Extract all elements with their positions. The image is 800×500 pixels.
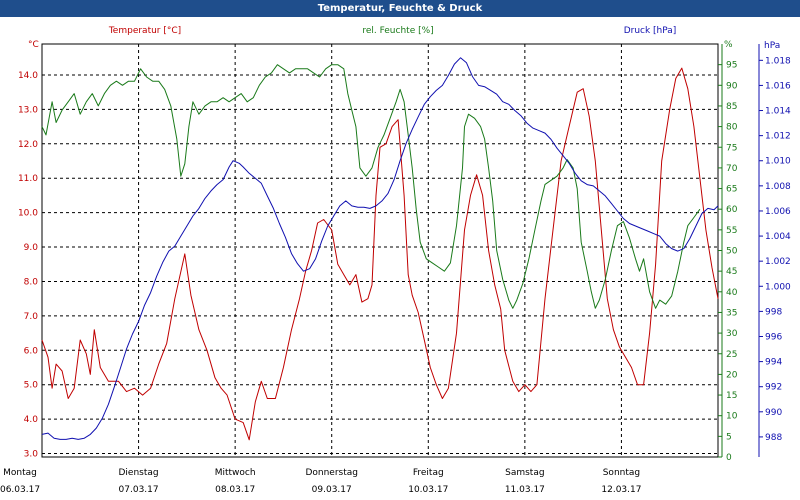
- x-axis-day-name: Montag: [3, 468, 37, 478]
- x-axis-day-name: Dienstag: [119, 468, 159, 478]
- pressure-tick-label: 988: [765, 433, 782, 443]
- x-axis-day-name: Freitag: [413, 468, 444, 478]
- temperature-tick-label: 11.0: [18, 174, 38, 184]
- humidity-tick-label: 65: [726, 185, 737, 195]
- temperature-tick-label: 5.0: [24, 381, 39, 391]
- humidity-tick-label: 60: [726, 205, 738, 215]
- humidity-tick-label: 50: [726, 247, 738, 257]
- legend-pressure: Druck [hPa]: [624, 26, 677, 36]
- pressure-tick-label: 998: [765, 307, 782, 317]
- pressure-tick-label: 1.014: [765, 107, 791, 117]
- temperature-tick-label: 13.0: [18, 105, 38, 115]
- humidity-tick-label: 70: [726, 164, 738, 174]
- plot-area: [41, 43, 719, 458]
- pressure-tick-label: 992: [765, 383, 782, 393]
- temperature-tick-label: 4.0: [24, 415, 39, 425]
- x-axis-day-name: Mittwoch: [215, 468, 256, 478]
- humidity-tick-label: 55: [726, 226, 737, 236]
- temperature-tick-label: 7.0: [24, 312, 39, 322]
- temperature-tick-label: 6.0: [24, 346, 39, 356]
- pressure-tick-label: 990: [765, 408, 782, 418]
- x-axis-date: 10.03.17: [408, 485, 448, 495]
- x-axis-day-name: Donnerstag: [305, 468, 358, 478]
- humidity-tick-label: 0: [726, 453, 732, 463]
- pressure-tick-label: 994: [765, 358, 782, 368]
- humidity-tick-label: 75: [726, 143, 737, 153]
- pressure-tick-label: 1.004: [765, 232, 791, 242]
- humidity-axis-unit: %: [724, 40, 733, 50]
- humidity-tick-label: 30: [726, 329, 738, 339]
- humidity-tick-label: 95: [726, 61, 737, 71]
- x-axis-date: 12.03.17: [601, 485, 641, 495]
- pressure-tick-label: 1.012: [765, 132, 791, 142]
- chart-canvas: °C Temperatur [°C] rel. Feuchte [%] Druc…: [0, 26, 791, 495]
- humidity-tick-label: 10: [726, 412, 738, 422]
- humidity-tick-label: 85: [726, 102, 737, 112]
- temperature-tick-label: 9.0: [24, 243, 39, 253]
- x-axis-date: 06.03.17: [0, 485, 40, 495]
- pressure-tick-label: 1.018: [765, 56, 791, 66]
- series-line-humidity: [41, 64, 701, 309]
- temperature-tick-label: 8.0: [24, 277, 39, 287]
- series-line-pressure: [41, 57, 719, 440]
- humidity-tick-label: 90: [726, 81, 738, 91]
- x-axis-day-name: Samstag: [505, 468, 544, 478]
- x-axis-day-name: Sonntag: [603, 468, 640, 478]
- temperature-tick-label: 10.0: [18, 209, 38, 219]
- pressure-tick-label: 1.000: [765, 282, 791, 292]
- series-line-temperature: [41, 67, 719, 441]
- humidity-tick-label: 5: [726, 432, 732, 442]
- humidity-tick-label: 25: [726, 350, 737, 360]
- pressure-tick-label: 996: [765, 332, 782, 342]
- axis-ticks: 14.0 13.0 12.0 11.0 10.0 9.0 8.0 7.0 6.0 5.0 4.0 3.…: [18, 56, 791, 463]
- x-axis-date: 07.03.17: [119, 485, 159, 495]
- humidity-tick-label: 15: [726, 391, 737, 401]
- temperature-tick-label: 12.0: [18, 140, 38, 150]
- temperature-tick-label: 14.0: [18, 71, 38, 81]
- pressure-tick-label: 1.006: [765, 207, 791, 217]
- pressure-tick-label: 1.008: [765, 182, 791, 192]
- window-title: Temperatur, Feuchte & Druck: [0, 0, 800, 17]
- humidity-tick-label: 45: [726, 267, 737, 277]
- x-axis-date: 09.03.17: [312, 485, 352, 495]
- legend-humidity: rel. Feuchte [%]: [362, 26, 433, 36]
- x-axis-date: 11.03.17: [505, 485, 545, 495]
- legend-temperature: Temperatur [°C]: [108, 26, 181, 36]
- humidity-tick-label: 35: [726, 308, 737, 318]
- pressure-tick-label: 1.010: [765, 157, 791, 167]
- temperature-axis-unit: °C: [28, 40, 39, 50]
- temperature-tick-label: 3.0: [24, 450, 39, 460]
- series-lines: [41, 57, 719, 441]
- pressure-axis-unit: hPa: [764, 41, 780, 51]
- pressure-tick-label: 1.016: [765, 81, 791, 91]
- pressure-tick-label: 1.002: [765, 257, 791, 267]
- humidity-tick-label: 40: [726, 288, 738, 298]
- x-axis-date: 08.03.17: [215, 485, 255, 495]
- humidity-tick-label: 80: [726, 123, 738, 133]
- humidity-tick-label: 20: [726, 370, 738, 380]
- x-axis-day-labels: Montag 06.03.17 Dienstag 07.03.17 Mittwoch 08…: [0, 468, 641, 495]
